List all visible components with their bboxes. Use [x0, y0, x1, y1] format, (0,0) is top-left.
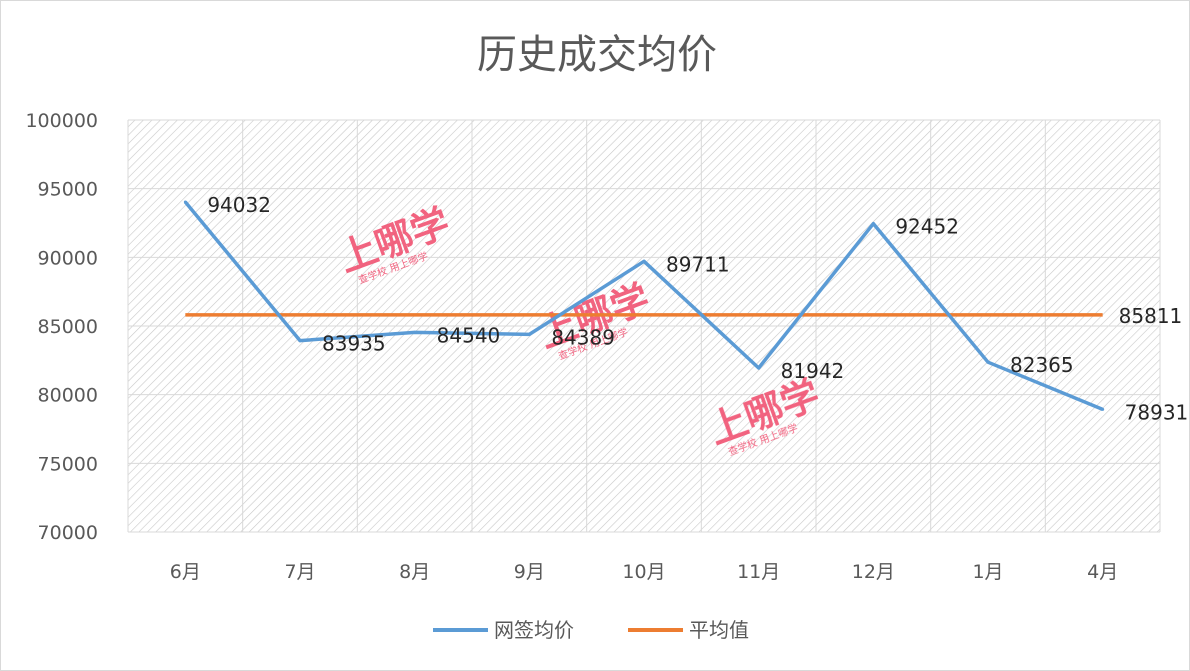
- data-point: [527, 332, 531, 336]
- x-tick-label: 4月: [1087, 561, 1118, 583]
- data-label: 94032: [207, 193, 271, 217]
- data-point: [413, 330, 417, 334]
- y-tick-label: 75000: [38, 453, 98, 475]
- series-layer: [183, 200, 1105, 411]
- y-tick-label: 85000: [38, 316, 98, 338]
- gridlines: [127, 119, 1161, 533]
- legend-label-average: 平均值: [689, 618, 749, 642]
- x-tick-label: 11月: [737, 561, 780, 583]
- x-tick-label: 8月: [399, 561, 430, 583]
- data-label: 84540: [437, 323, 501, 347]
- y-axis-ticks: 70000 75000 80000 85000 90000 95000 100000: [25, 110, 98, 544]
- data-point: [642, 259, 646, 263]
- chart-title: 历史成交均价: [477, 32, 717, 78]
- x-tick-label: 9月: [514, 561, 545, 583]
- data-point: [183, 200, 187, 204]
- data-point: [298, 339, 302, 343]
- data-labels: 94032 83935 84540 84389 89711 81942 92452 82365…: [207, 193, 1188, 424]
- y-tick-label: 100000: [25, 110, 98, 132]
- x-tick-label: 12月: [852, 561, 895, 583]
- data-label: 83935: [322, 332, 386, 356]
- data-point: [1101, 407, 1105, 411]
- y-tick-label: 70000: [38, 522, 98, 544]
- legend-label-net-sign-price: 网签均价: [494, 618, 574, 642]
- y-tick-label: 95000: [38, 179, 98, 201]
- data-point: [757, 366, 761, 370]
- data-point: [871, 222, 875, 226]
- x-axis-ticks: 6月 7月 8月 9月 10月 11月 12月 1月 4月: [170, 561, 1118, 583]
- x-tick-label: 7月: [284, 561, 315, 583]
- data-point: [986, 360, 990, 364]
- data-label: 82365: [1010, 353, 1074, 377]
- legend: 网签均价 平均值: [433, 618, 749, 642]
- y-tick-label: 80000: [38, 385, 98, 407]
- data-label: 78931: [1125, 400, 1189, 424]
- data-label: 84389: [551, 325, 615, 349]
- data-label: 81942: [781, 359, 845, 383]
- x-tick-label: 10月: [622, 561, 665, 583]
- y-tick-label: 90000: [38, 247, 98, 269]
- data-label-average: 85811: [1119, 304, 1183, 328]
- x-tick-label: 6月: [170, 561, 201, 583]
- data-label: 89711: [666, 252, 730, 276]
- x-tick-label: 1月: [972, 561, 1003, 583]
- data-label: 92452: [895, 215, 959, 239]
